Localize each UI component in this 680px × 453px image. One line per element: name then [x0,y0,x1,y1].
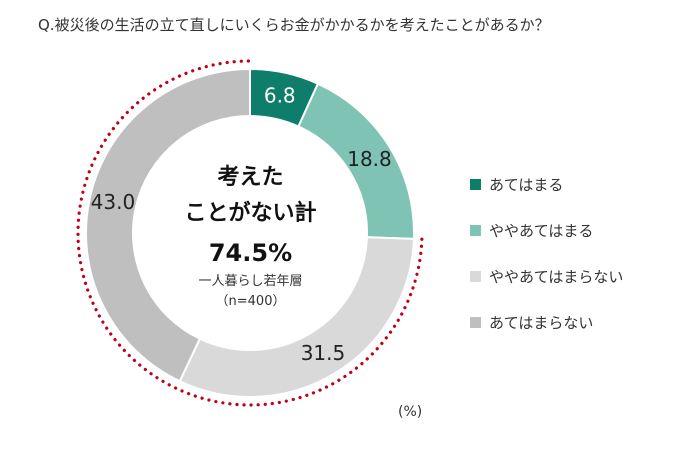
legend-swatch-3 [470,270,481,282]
legend-item-4: あてはまらない [470,313,623,332]
legend-item-1: あてはまる [470,175,623,194]
center-value: 74.5% [208,239,293,267]
legend-label-2: ややあてはまる [489,221,594,240]
center-line-1: 考えた [217,165,284,190]
donut-slice-3 [178,236,415,398]
chart-title: Q.被災後の生活の立て直しにいくらお金がかかるかを考えたことがあるか？ [38,16,550,34]
legend-label-3: ややあてはまらない [489,267,624,286]
legend-item-3: ややあてはまらない [470,267,624,286]
slice-value-label-4: 43.0 [91,190,136,214]
donut-slice-4 [85,67,251,383]
legend-swatch-4 [470,316,481,328]
center-line-2: ことがない計 [184,201,317,226]
slice-value-label-3: 31.5 [301,341,346,365]
center-sample-size: （n=400） [215,294,286,309]
legend-label-1: あてはまる [489,175,564,194]
center-subtitle: 一人暮らし若年層 [198,274,303,289]
legend: あてはまるややあてはまるややあてはまらない あてはまらない [470,175,623,359]
legend-item-2: ややあてはまる [470,221,623,240]
center-annotation: 考えた ことがない計 74.5% 一人暮らし若年層 （n=400） [169,160,332,312]
unit-label: (%) [398,404,423,420]
legend-swatch-2 [470,224,481,236]
legend-swatch-1 [470,178,481,190]
slice-value-label-1: 6.8 [264,84,296,108]
legend-label-4: あてはまらない [489,313,594,332]
slice-value-label-2: 18.8 [347,147,392,171]
highlight-dotted-arc [76,59,424,407]
